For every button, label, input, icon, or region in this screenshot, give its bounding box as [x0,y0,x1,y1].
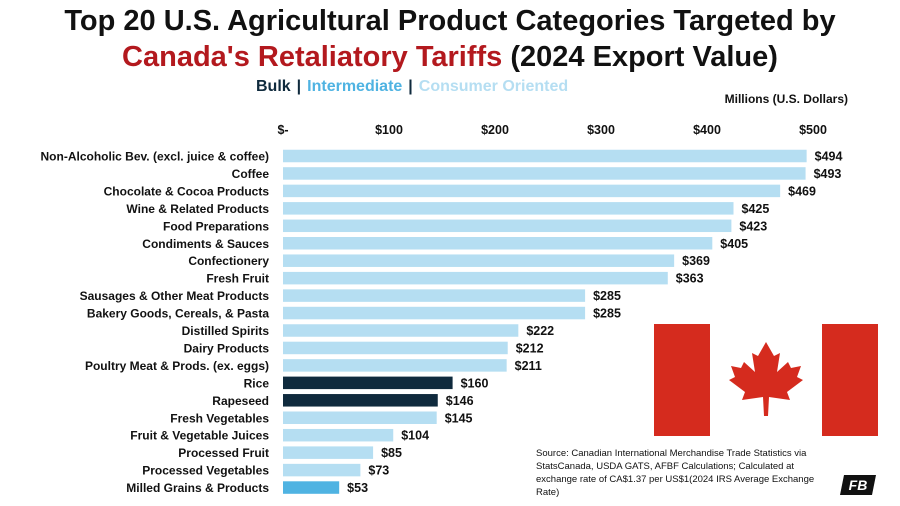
category-label: Wine & Related Products [126,202,269,216]
bar [283,481,340,494]
bar [283,306,586,320]
chart-title-line2: Canada's Retaliatory Tariffs (2024 Expor… [0,40,900,74]
fb-logo-text: FB [849,477,868,493]
data-label: $104 [401,429,429,443]
category-label: Food Preparations [163,219,269,233]
category-label: Distilled Spirits [182,324,270,338]
data-label: $73 [368,464,389,478]
chart-title-highlight: Canada's Retaliatory Tariffs [122,41,503,73]
fb-logo: FB [840,475,876,495]
bar [283,219,732,233]
bar [283,167,806,180]
flag-left-band [654,324,710,436]
data-label: $369 [682,254,710,268]
x-tick-label: $- [277,123,288,137]
bar [283,376,453,390]
category-label: Fresh Vegetables [170,411,269,425]
legend-consumer-oriented: Consumer Oriented [418,78,569,95]
bar [283,289,586,302]
category-label: Chocolate & Cocoa Products [104,184,270,198]
category-label: Rice [244,376,270,390]
category-label: Dairy Products [184,341,270,355]
category-label: Fruit & Vegetable Juices [130,429,269,443]
x-tick-label: $500 [799,123,827,137]
x-tick-label: $400 [693,123,721,137]
category-label: Processed Vegetables [142,464,269,478]
bar [283,411,437,424]
data-label: $222 [526,324,554,338]
category-label: Processed Fruit [178,446,269,460]
chart-title-rest: (2024 Export Value) [502,41,778,73]
legend-separator: | [408,78,413,95]
data-label: $285 [593,289,621,303]
category-label: Poultry Meat & Prods. (ex. eggs) [85,359,269,373]
category-label: Milled Grains & Products [126,481,269,495]
data-label: $469 [788,184,816,198]
x-tick-label: $200 [481,123,509,137]
flag-right-band [822,324,878,436]
legend-intermediate: Intermediate [307,78,403,95]
bar [283,324,519,337]
bar [283,184,781,198]
category-label: Bakery Goods, Cereals, & Pasta [87,307,269,321]
data-label: $363 [676,272,704,286]
bar [283,394,438,407]
category-label: Non-Alcoholic Bev. (excl. juice & coffee… [41,150,270,164]
bar [283,428,394,442]
data-label: $423 [739,219,767,233]
data-label: $211 [515,359,542,373]
data-label: $425 [742,202,770,216]
legend-separator: | [296,78,302,95]
data-label: $212 [516,341,544,355]
bar [283,359,507,372]
units-label: Millions (U.S. Dollars) [724,92,848,106]
data-label: $493 [814,167,842,181]
data-label: $285 [593,307,621,321]
bar [283,237,713,250]
bar [283,202,734,215]
data-label: $85 [381,446,402,460]
data-label: $405 [720,237,748,251]
chart-title-line1: Top 20 U.S. Agricultural Product Categor… [64,5,836,37]
data-label: $146 [446,394,474,408]
category-label: Fresh Fruit [206,272,269,286]
legend-bulk: Bulk [256,78,291,95]
bar [283,254,675,267]
category-label: Coffee [232,167,270,181]
bar [283,446,374,459]
bar [283,463,361,477]
x-tick-label: $300 [587,123,615,137]
data-label: $160 [461,376,489,390]
bar [283,149,807,163]
x-tick-label: $100 [375,123,403,137]
source-note: Source: Canadian International Merchandi… [536,448,815,498]
canada-flag-icon [654,324,878,436]
data-label: $494 [815,150,843,164]
category-label: Condiments & Sauces [142,237,269,251]
legend: Bulk | Intermediate | Consumer Oriented [256,78,568,96]
maple-leaf-icon [729,342,803,416]
data-label: $53 [347,481,368,495]
category-label: Sausages & Other Meat Products [80,289,270,303]
bar [283,341,508,355]
data-label: $145 [445,411,473,425]
category-label: Rapeseed [212,394,269,408]
bar [283,271,668,285]
category-label: Confectionery [188,254,269,268]
